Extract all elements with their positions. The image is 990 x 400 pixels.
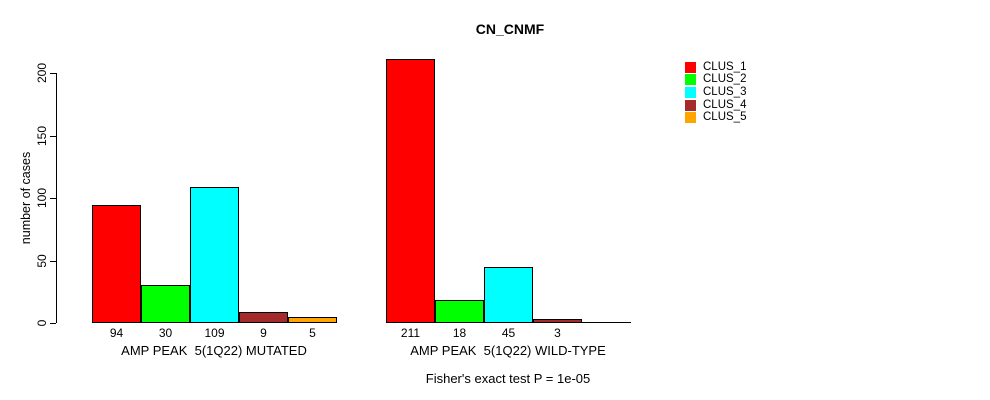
bar-value-label: 211	[400, 326, 421, 340]
legend-swatch-icon	[685, 61, 696, 73]
bar-clus_3	[484, 267, 533, 323]
legend-swatch-icon	[685, 86, 696, 98]
legend-item: CLUS_1	[685, 61, 746, 74]
y-axis-tick-label: 100	[35, 187, 49, 209]
bar-clus_2	[435, 300, 484, 323]
chart-title: CN_CNMF	[475, 21, 545, 37]
legend: CLUS_1 CLUS_2 CLUS_3 CLUS_4 CLUS_5	[685, 61, 746, 124]
bar-clus_1	[92, 205, 141, 323]
legend-swatch-icon	[685, 112, 696, 124]
bar-clus_3	[190, 187, 239, 323]
legend-label: CLUS_2	[703, 73, 747, 86]
y-axis-tick-label: 0	[35, 319, 49, 327]
legend-label: CLUS_3	[703, 85, 747, 98]
bar-clus_4	[239, 312, 288, 323]
legend-swatch-icon	[685, 74, 696, 86]
bar-value-label: 9	[260, 326, 267, 340]
y-axis-tick	[50, 261, 56, 262]
bar-clus_2	[141, 285, 190, 323]
y-axis-tick	[50, 323, 56, 324]
bar-clus_4	[533, 319, 582, 323]
bar-value-label: 45	[501, 326, 516, 340]
legend-item: CLUS_3	[685, 86, 746, 99]
y-axis-line	[56, 73, 57, 323]
bar-clus_1	[386, 59, 435, 323]
fisher-test-annotation: Fisher's exact test P = 1e-05	[425, 371, 591, 386]
legend-label: CLUS_4	[703, 98, 747, 111]
legend-swatch-icon	[685, 99, 696, 111]
y-axis-tick	[50, 198, 56, 199]
legend-label: CLUS_5	[703, 111, 747, 124]
bar-value-label: 5	[309, 326, 316, 340]
y-axis-tick	[50, 136, 56, 137]
x-group-label-wild-type: AMP PEAK 5(1Q22) WILD-TYPE	[410, 343, 606, 358]
legend-item: CLUS_5	[685, 111, 746, 124]
bar-value-label: 109	[204, 326, 225, 340]
bar-value-label: 94	[109, 326, 124, 340]
x-group-label-mutated: AMP PEAK 5(1Q22) MUTATED	[121, 343, 307, 358]
bar-clus_5	[288, 317, 337, 323]
legend-item: CLUS_2	[685, 74, 746, 87]
bar-value-label: 30	[158, 326, 173, 340]
bar-value-label: 3	[554, 326, 561, 340]
legend-item: CLUS_4	[685, 99, 746, 112]
bar-value-label: 18	[452, 326, 467, 340]
y-axis-tick-label: 50	[35, 254, 49, 268]
y-axis-tick	[50, 73, 56, 74]
legend-label: CLUS_1	[703, 60, 747, 73]
y-axis-tick-label: 150	[35, 125, 49, 147]
y-axis-tick-label: 200	[35, 62, 49, 84]
